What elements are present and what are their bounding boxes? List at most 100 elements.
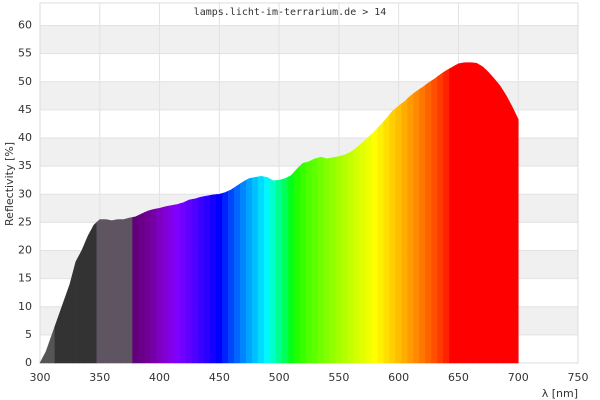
spectrum-strip (395, 103, 402, 364)
spectrum-strip (48, 326, 56, 364)
y-axis-label: Reflectivity [%] (3, 142, 16, 226)
spectrum-strip (317, 156, 325, 364)
spectrum-strip (90, 221, 98, 364)
spectrum-strip (496, 81, 504, 364)
spectrum-strip (204, 195, 211, 364)
spectrum-strip (66, 272, 74, 364)
spectrum-strip (186, 198, 193, 364)
spectrum-strip (96, 219, 104, 364)
spectrum-strip (84, 230, 92, 364)
x-tick-label: 750 (568, 371, 589, 384)
y-tick-label: 55 (18, 47, 32, 60)
x-tick-label: 500 (269, 371, 290, 384)
spectrum-strip (60, 292, 68, 364)
spectrum-strip (263, 176, 271, 364)
spectrum-strip (329, 156, 337, 364)
spectrum-strip (371, 127, 379, 364)
spectrum-strip (359, 138, 367, 364)
spectrum-strip (198, 196, 205, 364)
x-tick-label: 450 (209, 371, 230, 384)
x-tick-label: 700 (508, 371, 529, 384)
spectrum-strip (437, 71, 444, 364)
spectrum-strip (425, 80, 432, 364)
spectrum-strip (251, 176, 259, 364)
y-tick-label: 50 (18, 75, 32, 88)
x-tick-label: 400 (149, 371, 170, 384)
spectrum-strip (377, 120, 385, 364)
spectrum-strip (335, 155, 343, 364)
spectrum-strip (491, 74, 498, 364)
spectrum-strip (383, 113, 391, 364)
spectrum-strip (228, 187, 235, 364)
spectrum-strip (443, 68, 450, 364)
spectrum-strip (479, 64, 486, 364)
y-tick-label: 20 (18, 244, 32, 257)
spectrum-strip (156, 207, 163, 364)
spectrum-strip (431, 76, 438, 364)
spectrum-strip (299, 162, 307, 364)
spectrum-strip (287, 171, 295, 364)
spectrum-strip (311, 157, 319, 364)
spectrum-strip (72, 255, 80, 364)
spectrum-strip (269, 178, 277, 364)
y-tick-label: 25 (18, 215, 32, 228)
y-tick-label: 10 (18, 300, 32, 313)
spectrum-strip (144, 209, 151, 364)
spectrum-strip (341, 152, 349, 364)
spectrum-strip (275, 178, 283, 364)
spectrum-strip (485, 68, 492, 364)
spectrum-strip (162, 205, 169, 364)
spectrum-strip (108, 219, 116, 364)
y-tick-label: 5 (25, 328, 32, 341)
spectrum-strip (502, 89, 510, 364)
chart-title: lamps.licht-im-terrarium.de > 14 (194, 7, 387, 18)
spectrum-strip (455, 62, 462, 364)
spectrum-strip (413, 88, 420, 364)
spectrum-strip (389, 107, 396, 364)
spectrum-strip (138, 212, 145, 364)
spectrum-strip (239, 179, 247, 364)
x-tick-label: 300 (30, 371, 51, 384)
spectrum-strip (126, 216, 133, 364)
spectrum-strip (281, 176, 289, 364)
spectrum-strip (78, 243, 86, 364)
spectrum-strip (449, 64, 456, 364)
spectrum-strip (210, 194, 217, 364)
spectrum-strip (365, 133, 373, 364)
spectrum-strip (132, 214, 139, 364)
grid-band (40, 25, 578, 54)
spectrum-strip (467, 62, 474, 364)
y-tick-label: 30 (18, 187, 32, 200)
spectrum-strip (216, 193, 223, 364)
spectrum-strip (323, 157, 331, 364)
spectrum-strip (419, 84, 426, 364)
y-tick-label: 60 (18, 19, 32, 32)
spectrum-strip (407, 92, 414, 364)
spectrum-strip (353, 144, 361, 364)
x-tick-label: 350 (89, 371, 110, 384)
spectrum-strip (180, 200, 187, 364)
x-tick-label: 600 (388, 371, 409, 384)
spectrum-strip (473, 62, 480, 364)
x-tick-label: 650 (448, 371, 469, 384)
area (39, 62, 519, 364)
spectrum-strip (293, 165, 301, 364)
spectrum-strip (54, 309, 62, 364)
x-axis-label: λ [nm] (542, 387, 578, 400)
spectrum-strip (257, 175, 265, 364)
spectrum-strip (233, 183, 241, 364)
spectrum-strip (305, 159, 313, 364)
y-tick-label: 45 (18, 103, 32, 116)
y-tick-label: 40 (18, 131, 32, 144)
spectrum-strip (401, 97, 408, 364)
spectrum-strip (168, 204, 175, 364)
spectrum-strip (514, 113, 519, 364)
spectrum-strip (347, 149, 355, 364)
spectrum-strip (245, 177, 253, 364)
x-tick-label: 550 (328, 371, 349, 384)
spectrum-strip (192, 197, 199, 364)
spectrum-strip (114, 219, 121, 364)
y-tick-label: 0 (25, 356, 32, 369)
y-tick-label: 15 (18, 272, 32, 285)
